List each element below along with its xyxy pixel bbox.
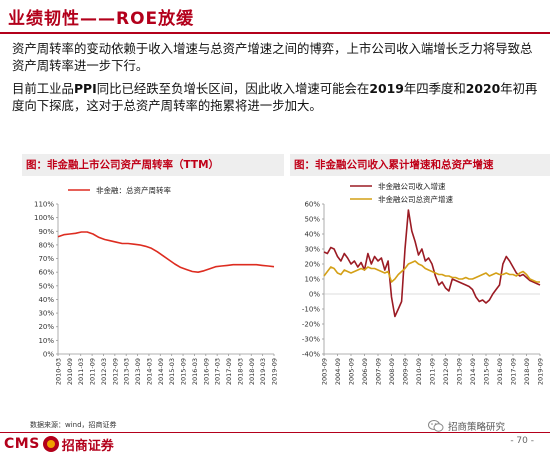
asset-turnover-chart: 0% 10% 20% 30% 40% 50% 60% 70% 80% 90% 100% 110% 201… [34,185,279,385]
x-tick-label: 2017-09 [510,358,518,385]
logo-cn-text: 招商证券 [61,438,114,454]
y-tick-label: 60% [304,201,320,209]
revenue-asset-growth-chart: -40% -30% -20% -10% 0% 10% 20% 30% 40% 50% 60% 2003… [302,181,545,385]
x-tick-label: 2013-03 [123,358,131,385]
x-tick-label: 2014-09 [469,358,477,385]
x-tick-label: 2017-03 [214,358,222,385]
x-tick-label: 2015-09 [180,358,188,385]
p2-text-3: 年四季度和 [403,81,466,96]
x-tick-label: 2015-03 [168,358,176,385]
y-tick-label: 50% [38,282,54,290]
x-tick-label: 2013-09 [456,358,464,385]
x-tick-label: 2019-09 [271,358,279,385]
p2-text-4: 年初再度向下探底，这对于总资产周转率的拖累将进一步加大。 [12,81,538,113]
x-tick-label: 2014-09 [157,358,165,385]
paragraph-ppi: 目前工业品PPI同比已经跌至负增长区间，因此收入增速可能会在2019年四季度和2… [12,80,540,114]
x-tick-label: 2005-09 [348,358,356,385]
y-tick-label: 60% [38,269,54,277]
x-tick-label: 2012-03 [100,358,108,385]
legend-label-0: 非金融公司收入增速 [378,181,446,191]
x-tick-label: 2010-09 [415,358,423,385]
wechat-name: 招商策略研究 [448,422,506,433]
y-tick-label: 20% [38,323,54,331]
chart1-title: 图：非金融上市公司资产周转率（TTM） [22,154,284,176]
wechat-icon [428,420,444,432]
x-tick-label: 2016-09 [496,358,504,385]
y-tick-label: -20% [302,321,320,329]
footer-divider [0,432,550,433]
data-source: 数据来源：wind，招商证券 [30,421,117,429]
cms-logo-icon [42,436,59,452]
x-tick-label: 2016-09 [202,358,210,385]
chart2-title: 图：非金融公司收入累计增速和总资产增速 [290,154,550,176]
p2-year-2019: 2019 [369,81,404,96]
x-tick-label: 2018-09 [523,358,531,385]
x-tick-label: 2019-03 [259,358,267,385]
x-tick-label: 2010-03 [55,358,63,385]
y-tick-label: 70% [38,255,54,263]
y-tick-label: 90% [38,228,54,236]
x-tick-label: 2019-09 [537,358,545,385]
p2-text-1: 目前工业品 [12,81,74,96]
series-line-1 [323,260,540,283]
page-title: 业绩韧性——ROE放缓 [8,9,195,29]
x-tick-label: 2007-09 [375,358,383,385]
x-tick-label: 2018-09 [248,358,256,385]
x-tick-label: 2009-09 [402,358,410,385]
y-tick-label: 40% [38,296,54,304]
page-number: - 70 - [510,436,534,446]
x-tick-label: 2008-09 [388,358,396,385]
y-tick-label: 20% [304,261,320,269]
y-tick-label: -10% [302,306,320,314]
legend-label-1: 非金融公司总资产增速 [378,194,453,204]
y-tick-label: 0% [309,291,320,299]
cms-logo: CMS 招商证券 [4,434,114,454]
x-tick-label: 2013-09 [134,358,142,385]
y-tick-label: 30% [38,310,54,318]
y-tick-label: 10% [38,337,54,345]
x-tick-label: 2012-09 [442,358,450,385]
y-tick-label: 110% [34,201,54,209]
x-tick-label: 2016-03 [191,358,199,385]
y-tick-label: 10% [304,276,320,284]
x-tick-label: 2014-03 [145,358,153,385]
x-tick-label: 2004-09 [334,358,342,385]
p2-ppi: PPI [73,81,97,96]
x-tick-label: 2010-09 [66,358,74,385]
y-tick-label: 100% [34,214,54,222]
x-tick-label: 2017-09 [225,358,233,385]
series-line-0 [57,231,275,273]
x-tick-label: 2003-09 [321,358,329,385]
x-tick-label: 2018-03 [236,358,244,385]
series-line-0 [323,209,541,318]
x-tick-label: 2011-09 [89,358,97,385]
y-tick-label: -30% [302,336,320,344]
y-tick-label: -40% [302,351,320,359]
p2-text-2: 同比已经跌至负增长区间，因此收入增速可能会在 [96,81,370,96]
x-tick-label: 2006-09 [361,358,369,385]
x-tick-label: 2011-09 [429,358,437,385]
y-tick-label: 50% [304,216,320,224]
legend-label-0: 非金融：总资产周转率 [96,185,171,195]
logo-cms-text: CMS [4,436,40,452]
x-tick-label: 2015-09 [483,358,491,385]
y-tick-label: 0% [43,351,54,359]
x-tick-label: 2012-09 [111,358,119,385]
wechat-account: 招商策略研究 [428,419,505,433]
y-tick-label: 30% [304,246,320,254]
x-tick-label: 2011-03 [77,358,85,385]
paragraph-turnover: 资产周转率的变动依赖于收入增速与总资产增速之间的博弈，上市公司收入端增长乏力将导… [12,41,533,73]
y-tick-label: 40% [304,231,320,239]
p2-year-2020: 2020 [465,81,501,96]
y-tick-label: 80% [38,241,54,249]
title-divider [0,32,550,34]
